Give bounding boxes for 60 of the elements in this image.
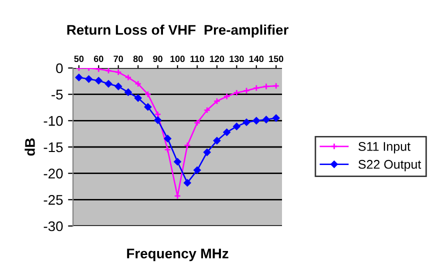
y-axis-title: dB	[24, 138, 35, 156]
y-tick-label: 0	[56, 63, 63, 74]
point	[213, 98, 220, 105]
point	[184, 142, 191, 149]
point	[114, 68, 122, 76]
legend-label: S11 Input	[358, 142, 410, 154]
point	[174, 158, 182, 166]
y-tick-label: -15	[44, 142, 63, 152]
x-tick-label: 90	[153, 56, 162, 62]
y-tick-label: -10	[44, 116, 63, 126]
point	[243, 87, 250, 94]
point	[252, 84, 260, 92]
x-tick-label: 70	[114, 56, 123, 62]
x-tick-label: 50	[74, 56, 84, 62]
point	[144, 103, 152, 111]
point	[262, 116, 270, 124]
x-tick-label: 140	[249, 56, 264, 62]
point	[134, 80, 142, 88]
point	[233, 89, 240, 96]
point	[94, 77, 102, 84]
y-tick-label: -25	[44, 195, 63, 205]
point	[104, 80, 112, 88]
point	[194, 119, 201, 126]
point	[184, 179, 191, 186]
legend-label: S22 Output	[358, 160, 422, 172]
point	[85, 75, 92, 83]
point	[164, 146, 172, 154]
point	[213, 137, 221, 144]
x-tick-label: 80	[133, 56, 143, 62]
point	[262, 82, 270, 90]
y-tick-label: -5	[52, 90, 63, 100]
y-tick-label: -30	[44, 221, 63, 232]
x-tick-label: 60	[94, 56, 104, 62]
x-tick-label: 150	[269, 56, 284, 62]
point	[203, 148, 211, 156]
point	[272, 114, 280, 122]
x-tick-label: 130	[230, 56, 244, 62]
point	[144, 90, 152, 98]
point	[252, 117, 260, 124]
x-tick-label: 120	[210, 56, 224, 62]
y-tick-label: -20	[44, 168, 63, 179]
x-tick-label: 100	[170, 56, 185, 62]
x-axis-title: Frequency MHz	[127, 248, 228, 262]
point	[242, 118, 250, 126]
point	[223, 128, 230, 136]
point	[75, 74, 83, 82]
point	[134, 94, 142, 102]
chart-title: Return Loss of VHF Pre-amplifier	[67, 24, 288, 38]
point	[204, 106, 211, 114]
point	[124, 74, 132, 81]
point	[124, 88, 132, 96]
point	[105, 68, 112, 74]
point	[223, 92, 230, 100]
point	[114, 82, 122, 90]
point	[154, 110, 162, 118]
point	[233, 122, 240, 130]
x-tick-label: 110	[190, 56, 204, 62]
point	[194, 166, 201, 174]
point	[154, 116, 162, 124]
point	[164, 134, 172, 142]
